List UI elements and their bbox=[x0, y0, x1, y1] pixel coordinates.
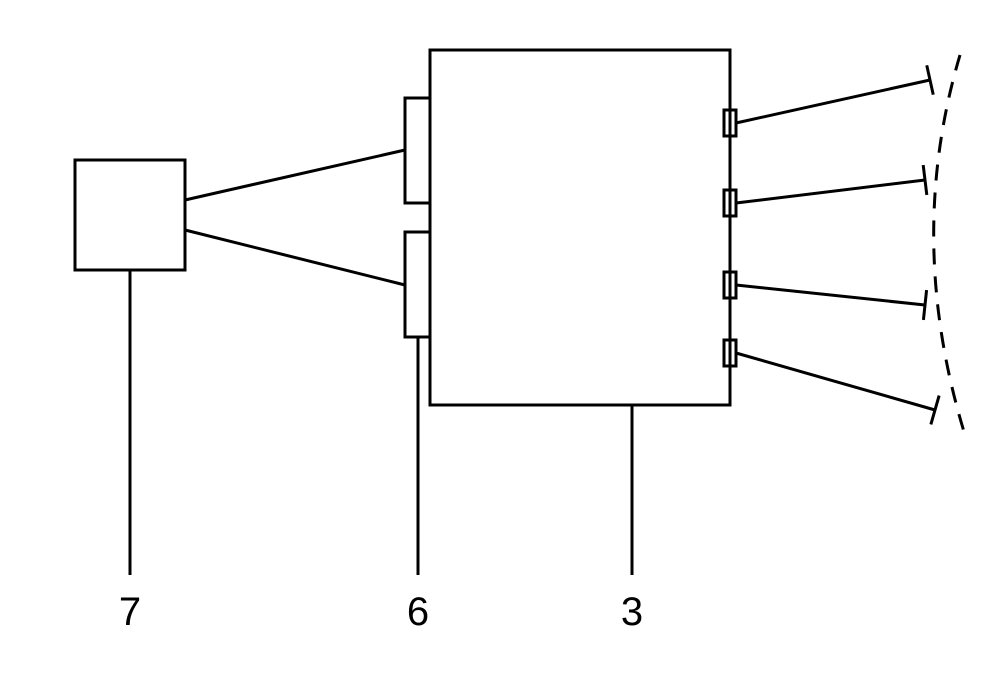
label-3: 3 bbox=[621, 590, 643, 634]
ray-2 bbox=[736, 285, 925, 305]
box-3 bbox=[430, 50, 730, 405]
input-stub-top bbox=[405, 98, 430, 203]
ray-3 bbox=[736, 353, 935, 410]
label-6: 6 bbox=[407, 590, 429, 634]
ray-tick-2 bbox=[923, 290, 926, 320]
wire-7-to-bottom bbox=[185, 230, 405, 285]
box-7 bbox=[75, 160, 185, 270]
dashed-arc bbox=[934, 55, 965, 435]
wire-7-to-top bbox=[185, 150, 405, 200]
label-7: 7 bbox=[119, 590, 141, 634]
diagram-svg: 7 6 3 bbox=[0, 0, 1000, 686]
ray-0 bbox=[736, 80, 930, 123]
ray-tick-1 bbox=[923, 165, 927, 195]
ray-1 bbox=[736, 180, 925, 203]
input-stub-bottom bbox=[405, 232, 430, 337]
